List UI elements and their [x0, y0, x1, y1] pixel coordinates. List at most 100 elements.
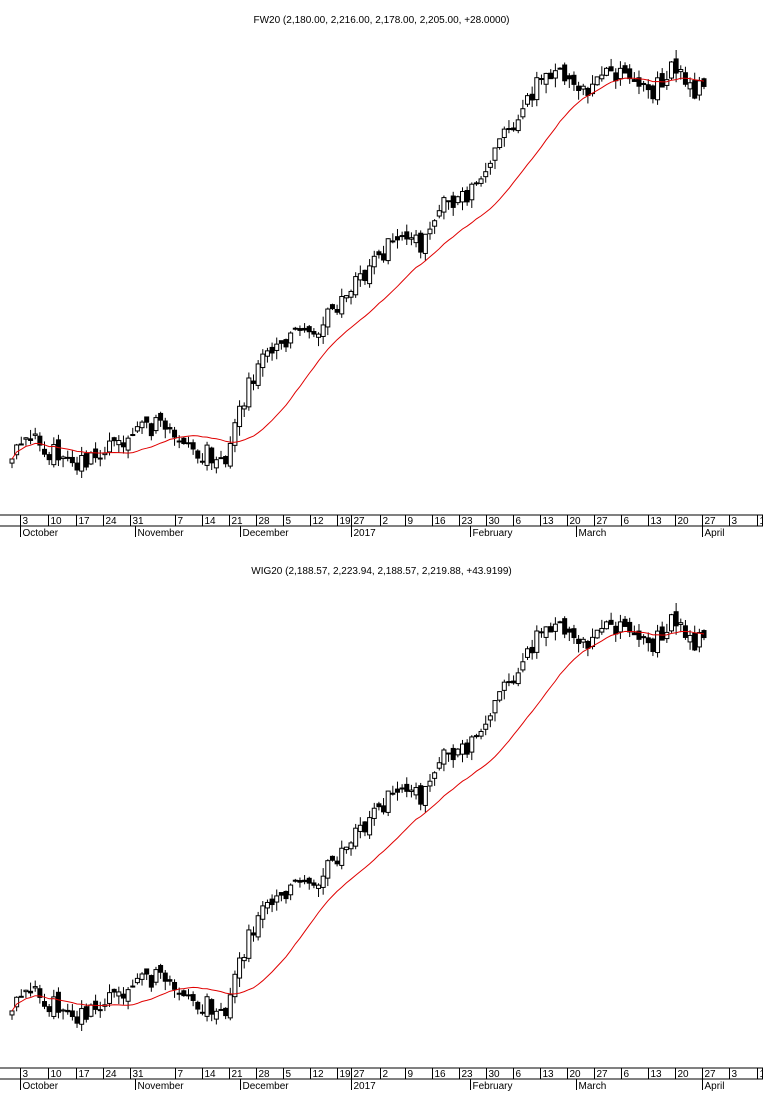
wig20-candle-body	[116, 991, 122, 997]
fw20-candle-body	[46, 454, 52, 461]
wig20-candle-body	[107, 992, 113, 1004]
wig20-x-tick-label: 10	[760, 1069, 763, 1080]
wig20-candle-body	[42, 1001, 48, 1007]
wig20-candle-body	[515, 672, 521, 685]
wig20-candle-body	[251, 932, 257, 936]
wig20-candle-body	[111, 988, 117, 993]
fw20-candle-body	[357, 273, 363, 281]
wig20-x-month-label: November	[138, 1081, 185, 1092]
fw20-candle-body	[404, 231, 410, 240]
fw20-candle-body	[74, 462, 80, 471]
wig20-candle-body	[659, 626, 665, 641]
wig20-candle-body	[376, 803, 382, 808]
fw20-candle-body	[650, 85, 656, 100]
wig20-x-month-label: February	[473, 1081, 513, 1092]
wig20-candle-body	[134, 977, 140, 984]
fw20-x-tick-label: 24	[106, 516, 118, 527]
fw20-candle-body	[139, 421, 145, 429]
fw20-x-tick-label: 27	[705, 516, 717, 527]
wig20-candlestick-chart: 3 10 17 24 31 7 14 21 28 5 12 19 27 2 9 16 23 30 6 13 20 27 6 1…	[0, 603, 763, 1092]
wig20-candle-body	[288, 884, 294, 896]
fw20-candle-body	[69, 456, 75, 464]
wig20-candle-body	[69, 1010, 75, 1018]
fw20-candle-body	[696, 80, 702, 96]
fw20-candle-body	[274, 343, 280, 351]
wig20-candle-body	[636, 630, 642, 640]
fw20-candle-body	[14, 444, 20, 456]
wig20-candle-body	[297, 880, 303, 883]
wig20-candle-body	[246, 929, 252, 959]
wig20-candle-body	[32, 986, 38, 989]
fw20-x-tick-label: 2	[383, 516, 389, 527]
fw20-candle-body	[65, 456, 71, 459]
fw20-candle-body	[436, 210, 442, 217]
fw20-candle-body	[432, 220, 438, 227]
fw20-candle-body	[9, 458, 15, 464]
wig20-candle-body	[464, 742, 470, 755]
fw20-candle-body	[399, 235, 405, 238]
fw20-candle-body	[459, 190, 465, 203]
wig20-x-tick-label: 3	[23, 1069, 29, 1080]
wig20-x-month-label: December	[243, 1081, 290, 1092]
fw20-candle-body	[102, 452, 108, 456]
fw20-x-tick-label: 13	[651, 516, 663, 527]
fw20-candle-body	[636, 77, 642, 87]
fw20-x-tick-label: 30	[489, 516, 501, 527]
wig20-candle-body	[404, 783, 410, 792]
wig20-candle-body	[37, 988, 43, 998]
wig20-candle-body	[153, 969, 159, 983]
fw20-candle-body	[88, 452, 94, 465]
wig20-candle-body	[385, 790, 391, 813]
fw20-candle-body	[422, 233, 428, 254]
wig20-candle-body	[520, 661, 526, 671]
fw20-x-tick-label: 27	[354, 516, 366, 527]
fw20-candle-body	[97, 457, 103, 460]
fw20-candle-body	[538, 78, 544, 81]
fw20-candle-body	[627, 68, 633, 80]
fw20-candle-body	[232, 422, 238, 446]
fw20-candle-body	[283, 339, 289, 348]
fw20-candle-body	[655, 77, 661, 101]
fw20-x-tick-label: 6	[516, 516, 522, 527]
wig20-candle-body	[673, 611, 679, 627]
fw20-x-month-label: December	[243, 528, 290, 539]
wig20-candle-body	[162, 972, 168, 982]
wig20-x-tick-label: 19	[340, 1069, 352, 1080]
wig20-candle-body	[538, 631, 544, 634]
wig20-candle-body	[139, 973, 145, 980]
wig20-candle-body	[172, 981, 178, 990]
fw20-candle-body	[390, 240, 396, 243]
fw20-candle-body	[278, 340, 284, 344]
fw20-candle-body	[60, 456, 66, 460]
wig20-candle-body	[469, 736, 475, 753]
fw20-candle-body	[455, 196, 461, 204]
fw20-candle-body	[334, 309, 340, 313]
fw20-candle-body	[292, 327, 298, 330]
wig20-candle-body	[603, 621, 609, 630]
wig20-x-tick-label: 21	[232, 1069, 244, 1080]
wig20-candle-body	[199, 1011, 205, 1014]
fw20-x-tick-label: 7	[178, 516, 184, 527]
wig20-x-month-label: March	[579, 1081, 607, 1092]
fw20-candle-body	[320, 324, 326, 337]
fw20-candle-body	[107, 440, 113, 453]
wig20-candle-body	[367, 817, 373, 836]
wig20-x-tick-label: 9	[408, 1069, 414, 1080]
wig20-x-tick-label: 14	[205, 1069, 217, 1080]
fw20-candle-body	[37, 435, 43, 446]
wig20-candle-body	[348, 842, 354, 850]
fw20-candle-body	[51, 444, 57, 466]
fw20-candle-body	[446, 200, 452, 203]
fw20-candle-body	[617, 67, 623, 80]
fw20-candle-body	[552, 70, 558, 79]
fw20-candle-body	[251, 380, 257, 384]
wig20-candle-body	[185, 994, 191, 997]
wig20-candle-body	[325, 860, 331, 879]
fw20-candle-body	[427, 228, 433, 235]
fw20-candle-body	[571, 74, 577, 85]
wig20-candle-body	[571, 628, 577, 639]
wig20-candle-body	[148, 975, 154, 988]
fw20-candle-body	[371, 255, 377, 268]
fw20-x-tick-label: 5	[286, 516, 292, 527]
fw20-x-tick-label: 28	[259, 516, 271, 527]
